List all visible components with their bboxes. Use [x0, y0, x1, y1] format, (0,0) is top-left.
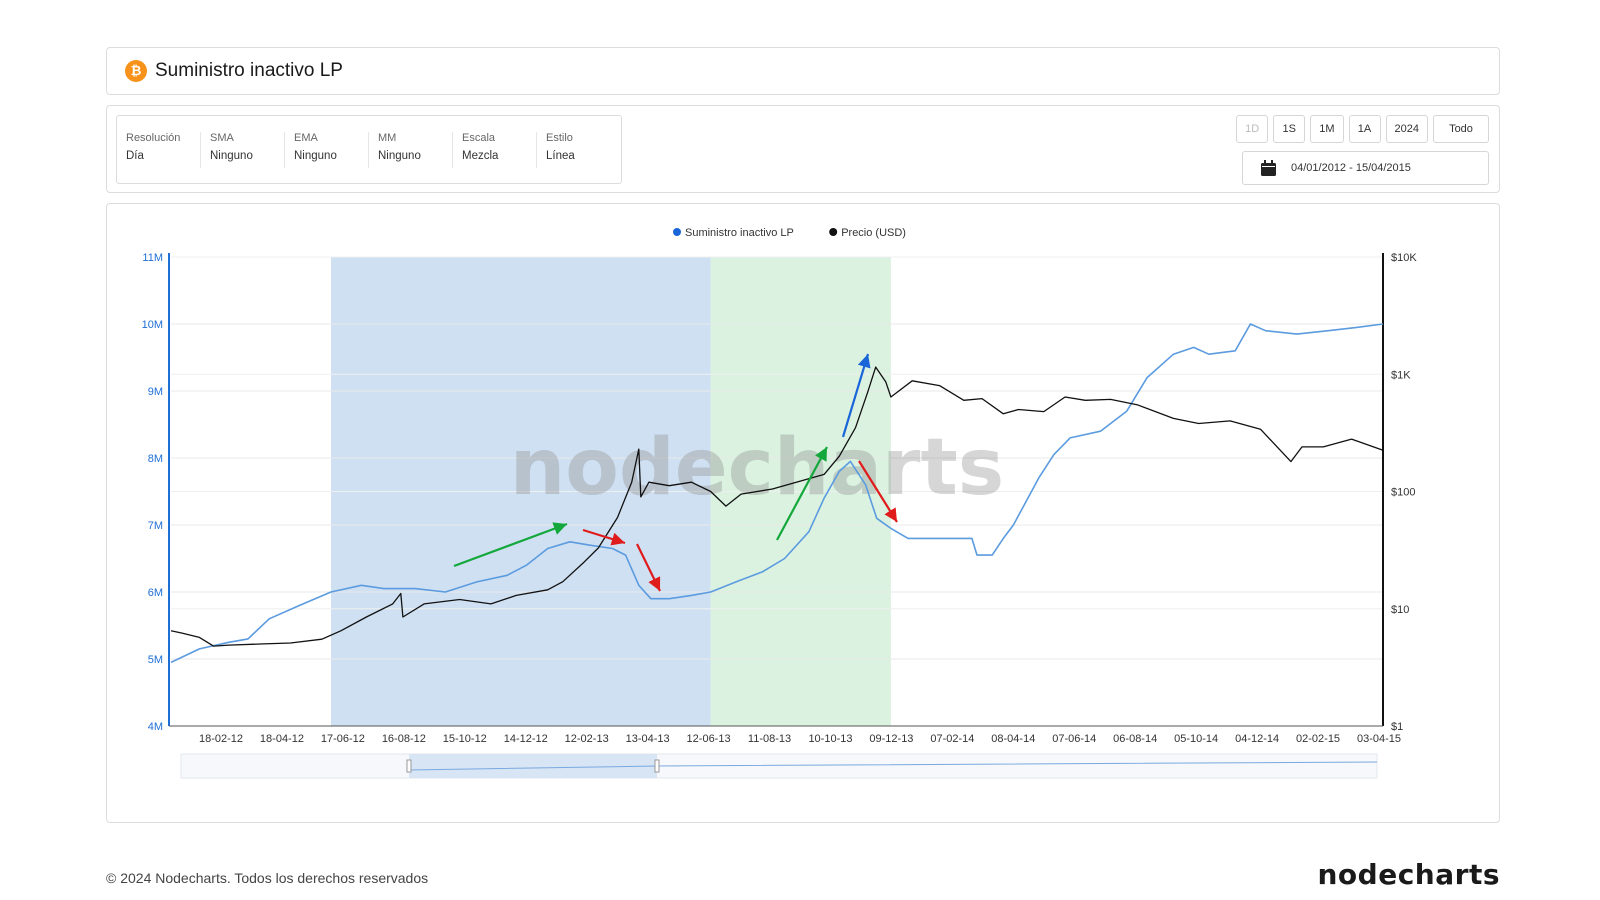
annotation-arrow [453, 522, 568, 568]
x-tick-label: 11-08-13 [748, 733, 791, 745]
option-label: SMA [210, 132, 234, 144]
annotation-arrow [841, 353, 871, 438]
annotation-arrow [636, 543, 661, 592]
calendar-icon [1261, 160, 1276, 176]
navigator [180, 753, 1378, 779]
page-title: Suministro inactivo LP [155, 60, 343, 81]
y-left-tick-label: 6M [148, 587, 163, 599]
x-tick-label: 03-04-15 [1357, 733, 1401, 745]
bitcoin-icon: ₿ [125, 60, 147, 82]
range-button-2024[interactable]: 2024 [1385, 115, 1428, 143]
y-right-tick-label: $10 [1391, 604, 1409, 616]
option-label: MM [378, 132, 397, 144]
option-value: Ninguno [294, 150, 337, 162]
controls-panel: Resolución Día SMA Ninguno EMA Ninguno M… [106, 105, 1500, 193]
x-tick-label: 14-12-12 [504, 733, 548, 745]
option-value: Ninguno [378, 150, 421, 162]
range-button-1s[interactable]: 1S [1273, 115, 1306, 143]
option-label: Escala [462, 132, 496, 144]
option-sma[interactable]: SMA Ninguno [201, 132, 285, 168]
x-tick-label: 17-06-12 [321, 733, 365, 745]
x-tick-label: 05-10-14 [1174, 733, 1218, 745]
legend-entry: Suministro inactivo LP [685, 227, 794, 239]
y-right-tick-label: $100 [1391, 487, 1415, 499]
option-value: Mezcla [462, 150, 499, 162]
watermark: nodecharts [510, 423, 1004, 513]
navigator-handle-left [406, 759, 412, 773]
y-left-tick-label: 10M [142, 319, 163, 331]
option-label: Estilo [546, 132, 573, 144]
footer-logo: nodecharts [1317, 858, 1500, 891]
x-tick-label: 09-12-13 [869, 733, 913, 745]
x-tick-label: 12-06-13 [687, 733, 731, 745]
x-tick-label: 18-02-12 [199, 733, 243, 745]
legend-entry: Precio (USD) [841, 227, 906, 239]
y-right-tick-label: $1 [1391, 721, 1403, 733]
series-line-0 [170, 323, 1384, 664]
x-tick-label: 10-10-13 [808, 733, 852, 745]
chart-options: Resolución Día SMA Ninguno EMA Ninguno M… [116, 115, 622, 184]
y-left-tick-label: 7M [148, 520, 163, 532]
x-tick-label: 07-06-14 [1052, 733, 1096, 745]
y-right-tick-label: $10K [1391, 252, 1417, 264]
option-ema[interactable]: EMA Ninguno [285, 132, 369, 168]
range-buttons: 1D 1S 1M 1A 2024 Todo [1236, 115, 1489, 143]
option-label: EMA [294, 132, 318, 144]
date-range-text: 04/01/2012 - 15/04/2015 [1291, 162, 1411, 174]
option-value: Línea [546, 150, 575, 162]
option-scale[interactable]: Escala Mezcla [453, 132, 537, 168]
legend-marker [673, 228, 681, 236]
x-tick-label: 08-04-14 [991, 733, 1035, 745]
series-line-1 [170, 366, 1384, 647]
annotation-arrow [858, 460, 898, 523]
x-tick-label: 02-02-15 [1296, 733, 1340, 745]
x-tick-label: 07-02-14 [930, 733, 974, 745]
option-mm[interactable]: MM Ninguno [369, 132, 453, 168]
navigator-handle-right [654, 759, 660, 773]
option-resolution[interactable]: Resolución Día [117, 132, 201, 168]
footer-copyright: © 2024 Nodecharts. Todos los derechos re… [106, 870, 429, 886]
range-button-1a[interactable]: 1A [1348, 115, 1381, 143]
x-tick-label: 13-04-13 [626, 733, 670, 745]
range-button-all[interactable]: Todo [1433, 115, 1489, 143]
y-left-tick-label: 8M [148, 453, 163, 465]
range-button-1m[interactable]: 1M [1310, 115, 1344, 143]
chart-panel: nodecharts 4M 5M 6M 7M 8M 9M 10M 11M $1 $10 $100 $1K… [106, 203, 1500, 823]
option-style[interactable]: Estilo Línea [537, 132, 621, 168]
option-value: Ninguno [210, 150, 253, 162]
y-left-tick-label: 5M [148, 654, 163, 666]
date-range-picker[interactable]: 04/01/2012 - 15/04/2015 [1242, 151, 1489, 185]
title-bar: ₿ Suministro inactivo LP [106, 47, 1500, 95]
range-button-1d[interactable]: 1D [1236, 115, 1269, 143]
annotation-arrow [776, 446, 828, 541]
x-tick-label: 15-10-12 [443, 733, 487, 745]
y-left-tick-label: 11M [142, 252, 163, 264]
x-tick-label: 16-08-12 [382, 733, 426, 745]
annotation-arrow [582, 528, 626, 546]
x-tick-label: 06-08-14 [1113, 733, 1157, 745]
option-value: Día [126, 150, 144, 162]
x-tick-label: 04-12-14 [1235, 733, 1279, 745]
y-left-tick-label: 9M [148, 386, 163, 398]
option-label: Resolución [126, 132, 181, 144]
x-tick-label: 12-02-13 [565, 733, 609, 745]
navigator-selection [409, 754, 657, 778]
x-tick-label: 18-04-12 [260, 733, 304, 745]
chart[interactable]: nodecharts 4M 5M 6M 7M 8M 9M 10M 11M $1 $10 $100 $1K… [107, 204, 1501, 824]
y-left-tick-label: 4M [148, 721, 163, 733]
legend-marker [829, 228, 838, 236]
y-right-tick-label: $1K [1391, 369, 1411, 381]
